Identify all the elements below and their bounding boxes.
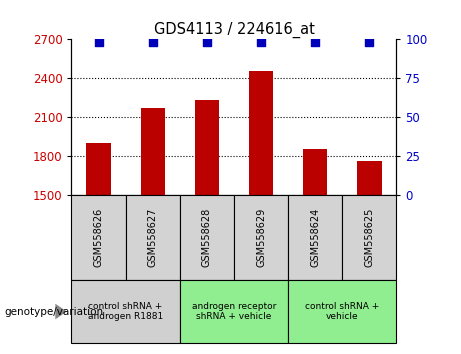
Title: GDS4113 / 224616_at: GDS4113 / 224616_at [154,21,314,38]
Text: GSM558628: GSM558628 [202,207,212,267]
Point [203,39,211,45]
Text: control shRNA +
androgen R1881: control shRNA + androgen R1881 [88,302,163,321]
Bar [180,280,288,343]
Point [257,39,265,45]
Bar [71,280,180,343]
Text: GSM558625: GSM558625 [364,207,374,267]
Point [366,39,373,45]
Point [149,39,156,45]
Point [95,39,102,45]
Bar [125,195,180,280]
Bar [249,72,273,195]
Bar [180,195,234,280]
Text: genotype/variation: genotype/variation [5,307,104,316]
Bar [195,100,219,195]
Point [312,39,319,45]
Bar [303,149,327,195]
Text: androgen receptor
shRNA + vehicle: androgen receptor shRNA + vehicle [192,302,276,321]
Text: GSM558624: GSM558624 [310,207,320,267]
Bar [288,280,396,343]
Text: control shRNA +
vehicle: control shRNA + vehicle [305,302,379,321]
Bar [86,143,111,195]
Text: GSM558626: GSM558626 [94,207,104,267]
Bar [342,195,396,280]
Bar [234,195,288,280]
Text: GSM558627: GSM558627 [148,207,158,267]
Bar [357,161,382,195]
Bar [71,195,125,280]
Bar [288,195,342,280]
Polygon shape [55,304,67,319]
Bar [141,108,165,195]
Text: GSM558629: GSM558629 [256,207,266,267]
